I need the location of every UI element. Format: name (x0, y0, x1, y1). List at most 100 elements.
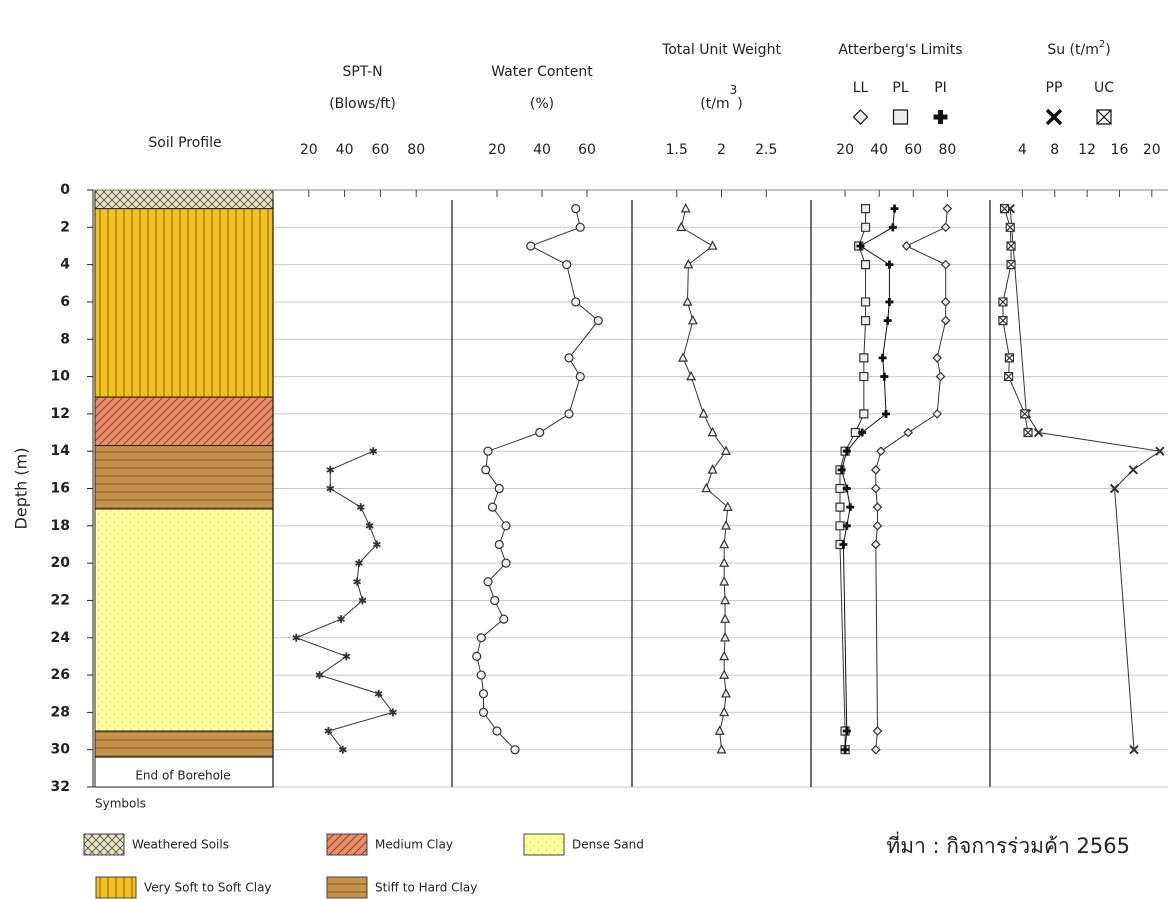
marker (1006, 260, 1016, 270)
legend-label: PL (892, 80, 908, 96)
marker (870, 539, 881, 550)
title-text: SPT-N (342, 64, 382, 80)
marker (1006, 241, 1016, 251)
legend-label: PP (1046, 80, 1063, 96)
marker (575, 222, 585, 232)
marker (1129, 744, 1139, 755)
marker (389, 708, 397, 717)
marker (526, 241, 536, 251)
marker (687, 314, 698, 325)
series-line (476, 208, 599, 751)
panel-title: Soil Profile (148, 135, 221, 151)
marker (870, 483, 881, 494)
marker (1004, 353, 1015, 363)
x-tick-label: 60 (578, 142, 596, 158)
x-tick-label: 4 (1018, 142, 1027, 158)
y-tick-label: 22 (51, 592, 70, 608)
marker (850, 427, 860, 438)
marker (719, 576, 730, 586)
x-tick-label: 60 (904, 142, 922, 158)
y-tick-label: 26 (51, 667, 70, 683)
marker (998, 297, 1008, 307)
marker (1033, 427, 1044, 438)
marker (478, 689, 489, 699)
x-tick-label: 40 (870, 142, 888, 158)
marker (935, 371, 946, 382)
marker (476, 670, 486, 680)
x-tick-label: 2 (717, 142, 726, 158)
marker (337, 615, 345, 624)
marker (353, 577, 362, 586)
marker (501, 558, 511, 568)
series-line (841, 208, 896, 750)
marker (932, 353, 943, 363)
marker (369, 447, 378, 456)
x-tick-label: 20 (300, 142, 318, 158)
marker (837, 465, 846, 474)
x-tick-label: 60 (371, 142, 389, 158)
marker (720, 520, 731, 530)
marker (326, 465, 335, 474)
legend-label: PI (934, 80, 947, 96)
marker (492, 726, 502, 736)
marker (882, 409, 891, 418)
series-line (875, 208, 948, 750)
marker (719, 538, 730, 549)
legend-swatch (326, 876, 368, 899)
marker (707, 464, 718, 474)
legend-label: Stiff to Hard Clay (375, 881, 477, 895)
y-tick-label: 2 (60, 219, 70, 235)
title-text: Total Unit Weight (661, 42, 781, 58)
marker (940, 259, 951, 270)
panel-subtitle: (t/m3) (700, 83, 742, 113)
marker (842, 727, 851, 736)
marker (880, 372, 889, 381)
series-line (1009, 208, 1162, 750)
marker (686, 370, 697, 381)
marker (835, 483, 845, 494)
marker (564, 353, 574, 363)
legend-marker (852, 109, 869, 125)
legend-marker (933, 110, 948, 124)
marker (860, 315, 871, 326)
panel-title: SPT-N (342, 64, 382, 80)
marker (707, 426, 718, 437)
marker (720, 632, 731, 642)
legend-swatch (523, 833, 565, 856)
marker (593, 316, 603, 326)
marker (835, 502, 845, 512)
marker (494, 483, 504, 494)
marker (839, 540, 848, 549)
soil-layer (94, 189, 274, 210)
marker (878, 353, 887, 362)
title-text: Atterberg's Limits (838, 42, 962, 58)
legend-label: LL (853, 80, 869, 96)
y-tick-label: 0 (60, 182, 70, 198)
legend-title: Symbols (95, 797, 146, 811)
y-axis-label: Depth (m) (12, 448, 31, 530)
soil-layer (94, 445, 274, 510)
marker (720, 445, 731, 455)
title-text: Su (t/m (1047, 42, 1099, 58)
series-line (1002, 208, 1029, 433)
marker (478, 707, 489, 717)
y-tick-label: 16 (51, 481, 70, 497)
legend-label: UC (1094, 80, 1114, 96)
marker (890, 204, 899, 213)
marker (872, 502, 883, 513)
subtitle-text: (Blows/ft) (329, 96, 396, 112)
title-end: ) (1105, 42, 1110, 58)
marker (720, 594, 731, 605)
y-tick-label: 18 (51, 518, 70, 534)
marker (719, 650, 730, 661)
marker (292, 633, 301, 642)
marker (859, 409, 869, 419)
marker (365, 521, 374, 530)
x-tick-label: 20 (488, 142, 506, 158)
marker (374, 689, 383, 698)
soil-layer (94, 396, 274, 447)
x-tick-label: 80 (938, 142, 956, 158)
marker (342, 652, 351, 661)
y-tick-label: 32 (51, 779, 70, 795)
